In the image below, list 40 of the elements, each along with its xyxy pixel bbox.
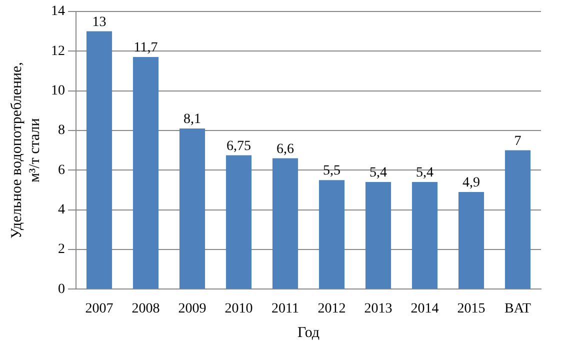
bar (86, 31, 112, 289)
data-label: 6,6 (276, 142, 294, 157)
x-tick-label: 2008 (132, 301, 160, 316)
y-tick-label: 2 (58, 242, 65, 258)
x-tick-label: 2011 (272, 301, 299, 316)
bar (318, 180, 345, 289)
bar (272, 158, 298, 289)
data-label: 7 (514, 134, 522, 149)
x-tick-label: 2009 (178, 301, 206, 316)
data-label: 13 (92, 14, 106, 30)
data-label: 5,5 (323, 164, 340, 179)
bar (458, 192, 484, 289)
bar (179, 128, 206, 289)
x-tick-label: BAT (504, 301, 532, 316)
x-axis-title: Год (297, 324, 320, 341)
x-tick-label: 2007 (85, 301, 114, 316)
data-label: 4,9 (462, 176, 480, 191)
x-tick-label: 2013 (364, 301, 392, 316)
y-tick-label: 0 (58, 282, 65, 297)
x-tick-label: 2012 (318, 301, 346, 316)
bar (132, 57, 159, 289)
data-label: 11,7 (134, 40, 158, 56)
bar (365, 182, 392, 289)
y-tick-label: 12 (51, 44, 65, 59)
bar (412, 182, 438, 289)
y-tick-label: 4 (58, 202, 65, 218)
bar (504, 150, 531, 289)
x-tick-label: 2015 (457, 301, 486, 316)
x-tick-label: 2010 (224, 301, 253, 316)
data-label: 5,4 (370, 166, 387, 181)
data-label: 6,75 (226, 138, 251, 154)
y-tick-label: 6 (58, 162, 65, 178)
bar (226, 155, 252, 289)
y-tick-label: 14 (51, 4, 65, 20)
y-axis-title: Удельное водопотребление, м³/т стали (8, 62, 43, 239)
data-label: 8,1 (184, 112, 201, 128)
y-tick-label: 10 (51, 83, 65, 98)
x-tick-label: 2014 (410, 301, 439, 316)
data-label: 5,4 (416, 166, 434, 181)
y-tick-label: 8 (58, 123, 65, 138)
